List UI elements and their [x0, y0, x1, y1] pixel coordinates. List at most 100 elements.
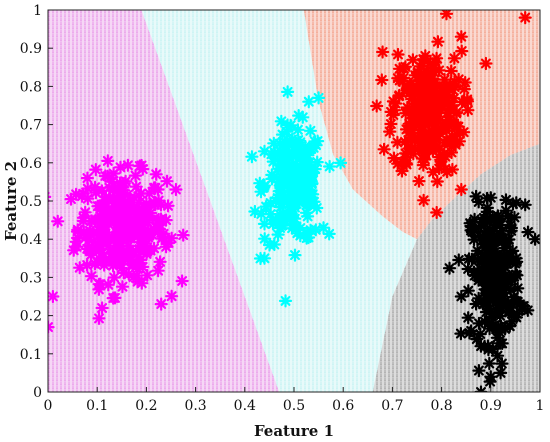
data-point: [136, 210, 150, 224]
data-point: [95, 301, 109, 315]
data-point: [48, 289, 60, 304]
data-point: [461, 311, 475, 325]
data-point: [84, 269, 99, 283]
y-tick-label: 0.4: [20, 232, 42, 248]
y-axis-label: Feature 2: [2, 161, 20, 241]
y-tick-label: 0.9: [20, 41, 42, 57]
y-tick-label: 0.2: [20, 309, 42, 325]
data-point: [267, 237, 281, 252]
data-point: [498, 237, 512, 251]
data-point: [277, 153, 292, 167]
data-point: [443, 80, 457, 95]
data-point: [392, 88, 406, 102]
data-point: [444, 64, 458, 78]
data-point: [118, 174, 133, 188]
data-point: [266, 217, 280, 231]
data-point: [149, 167, 163, 181]
data-point: [70, 225, 85, 239]
data-point: [406, 53, 420, 67]
data-point: [257, 179, 272, 193]
data-point: [97, 233, 111, 247]
data-point: [147, 181, 161, 195]
data-point: [473, 327, 487, 341]
data-point: [460, 94, 475, 108]
data-point: [428, 75, 442, 90]
data-point: [387, 151, 401, 165]
data-point: [111, 182, 125, 196]
data-point: [76, 187, 90, 201]
data-point: [307, 141, 321, 155]
data-point: [405, 92, 419, 106]
data-point: [281, 85, 295, 99]
data-point: [169, 182, 183, 197]
data-point: [278, 294, 293, 308]
data-point: [518, 11, 532, 25]
data-point: [423, 135, 437, 149]
data-point: [442, 261, 457, 275]
data-point: [301, 209, 315, 223]
data-point: [438, 72, 452, 87]
data-point: [492, 305, 506, 320]
y-tick-label: 0.7: [20, 118, 42, 134]
x-tick-label: 0.6: [332, 398, 354, 414]
data-point: [472, 195, 486, 209]
data-point: [291, 191, 305, 205]
data-point: [482, 356, 496, 371]
data-point: [175, 274, 189, 288]
data-point: [445, 162, 459, 177]
data-point: [430, 205, 444, 220]
data-point: [453, 126, 467, 140]
data-point: [386, 108, 400, 122]
data-point: [113, 160, 128, 174]
data-point: [400, 83, 414, 97]
data-point: [83, 243, 97, 257]
data-point: [490, 349, 505, 363]
data-point: [398, 135, 412, 149]
data-point: [504, 283, 518, 297]
y-tick-label: 0.3: [20, 270, 42, 286]
data-point: [104, 247, 119, 261]
x-axis-label: Feature 1: [254, 422, 334, 440]
data-point: [288, 178, 302, 192]
data-point: [278, 189, 292, 204]
data-point: [120, 188, 135, 202]
data-point: [80, 258, 94, 272]
data-point: [447, 51, 461, 65]
data-point: [160, 174, 174, 188]
data-point: [288, 168, 303, 183]
data-point: [293, 135, 307, 149]
data-point: [85, 214, 99, 228]
data-point: [436, 89, 450, 103]
data-point: [485, 260, 499, 275]
data-point: [495, 336, 509, 350]
data-point: [509, 251, 523, 265]
data-point: [450, 105, 464, 119]
x-tick-label: 0.4: [234, 398, 256, 414]
data-point: [136, 260, 150, 274]
data-point: [408, 68, 422, 82]
data-point: [464, 223, 478, 237]
data-point: [509, 196, 523, 210]
data-point: [504, 224, 518, 238]
data-point: [399, 122, 414, 136]
data-point: [304, 167, 318, 181]
data-point: [383, 125, 397, 139]
data-point: [279, 136, 293, 150]
data-point: [483, 322, 497, 336]
data-point: [64, 192, 78, 206]
data-point: [421, 65, 435, 80]
data-point: [274, 114, 288, 128]
data-point: [454, 30, 468, 44]
data-point: [288, 248, 302, 262]
data-point: [267, 136, 281, 150]
data-point: [391, 47, 405, 62]
data-point: [312, 91, 326, 105]
data-point: [300, 192, 314, 206]
data-point: [273, 144, 287, 158]
data-point: [483, 251, 497, 265]
y-tick-label: 0.8: [20, 79, 42, 95]
data-point: [153, 255, 167, 269]
data-point: [503, 270, 517, 284]
data-point: [499, 193, 513, 207]
data-point: [417, 193, 431, 207]
